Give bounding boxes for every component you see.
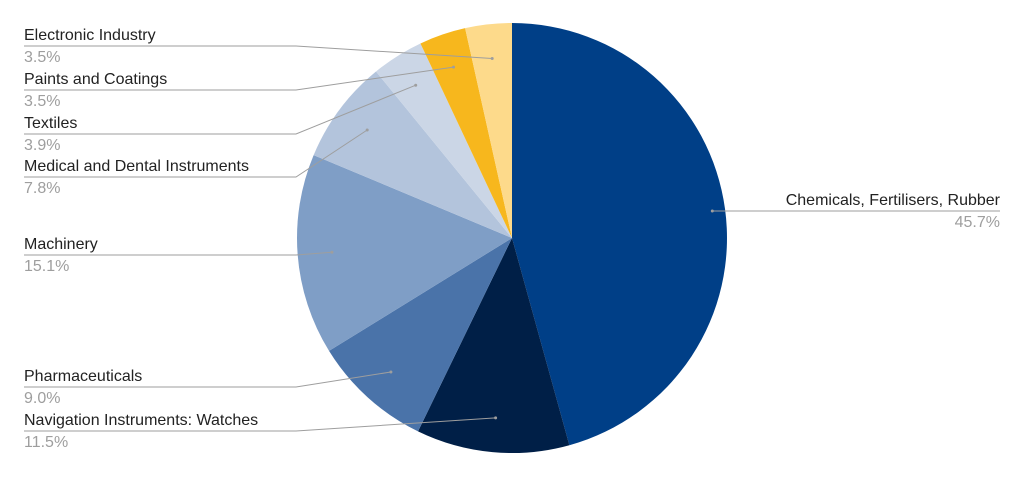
label-electronic-industry: Electronic Industry <box>24 27 156 44</box>
slice-labels: Chemicals, Fertilisers, Rubber 45.7% Navig… <box>24 27 1001 451</box>
leader-dot-pharmaceuticals <box>389 370 393 374</box>
slice-machinery <box>297 155 512 351</box>
leader-navigation-instruments-watches <box>24 417 496 432</box>
slice-pharmaceuticals <box>329 238 512 432</box>
label-pharmaceuticals: Pharmaceuticals <box>24 368 142 385</box>
leader-machinery <box>24 251 333 256</box>
leader-pharmaceuticals <box>24 371 391 388</box>
slice-navigation-instruments-watches <box>418 238 570 453</box>
leader-paints-and-coatings <box>24 66 454 91</box>
leader-medical-and-dental-instruments <box>24 129 368 178</box>
slice-medical-and-dental-instruments <box>313 71 512 238</box>
slice-paints-and-coatings <box>420 28 512 239</box>
leader-lines <box>24 45 1000 432</box>
leader-dot-machinery <box>330 250 334 254</box>
label-textiles: Textiles <box>24 115 77 132</box>
label-medical-and-dental-instruments: Medical and Dental Instruments <box>24 158 249 175</box>
label-chemicals-fertilisers-rubber: Chemicals, Fertilisers, Rubber <box>786 192 1001 209</box>
leader-dot-paints-and-coatings <box>452 65 455 69</box>
value-electronic-industry: 3.5% <box>24 49 60 66</box>
slice-chemicals-fertilisers-rubber <box>512 23 727 446</box>
label-navigation-instruments-watches: Navigation Instruments: Watches <box>24 412 258 429</box>
value-pharmaceuticals: 9.0% <box>24 390 60 407</box>
value-textiles: 3.9% <box>24 137 60 154</box>
leader-dot-electronic-industry <box>490 57 494 60</box>
pie-slices <box>297 23 727 453</box>
value-medical-and-dental-instruments: 7.8% <box>24 180 60 197</box>
leader-textiles <box>24 84 416 135</box>
value-paints-and-coatings: 3.5% <box>24 93 60 110</box>
slice-electronic-industry <box>465 23 512 238</box>
label-paints-and-coatings: Paints and Coatings <box>24 71 167 88</box>
leader-dot-chemicals-fertilisers-rubber <box>710 209 714 213</box>
value-chemicals-fertilisers-rubber: 45.7% <box>955 214 1000 231</box>
leader-dot-medical-and-dental-instruments <box>365 128 369 132</box>
leader-dot-navigation-instruments-watches <box>494 416 498 420</box>
slice-textiles <box>376 43 512 239</box>
value-machinery: 15.1% <box>24 258 69 275</box>
leader-electronic-industry <box>24 45 493 59</box>
leader-dot-textiles <box>414 83 418 87</box>
label-machinery: Machinery <box>24 236 98 253</box>
value-navigation-instruments-watches: 11.5% <box>24 434 68 451</box>
